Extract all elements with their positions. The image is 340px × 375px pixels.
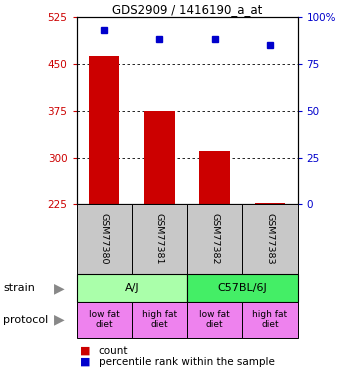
Text: protocol: protocol: [3, 315, 49, 325]
Text: ■: ■: [80, 357, 90, 367]
Bar: [89, 56, 119, 204]
Text: GSM77383: GSM77383: [266, 213, 274, 265]
Text: ▶: ▶: [54, 313, 65, 327]
Text: ▶: ▶: [54, 281, 65, 295]
Text: strain: strain: [3, 283, 35, 293]
Text: low fat
diet: low fat diet: [199, 310, 230, 329]
Text: high fat
diet: high fat diet: [142, 310, 177, 329]
Text: A/J: A/J: [124, 283, 139, 293]
Bar: [144, 111, 174, 204]
Text: low fat
diet: low fat diet: [89, 310, 119, 329]
Text: count: count: [99, 346, 128, 355]
Text: GSM77381: GSM77381: [155, 213, 164, 265]
Text: percentile rank within the sample: percentile rank within the sample: [99, 357, 274, 367]
Title: GDS2909 / 1416190_a_at: GDS2909 / 1416190_a_at: [112, 3, 262, 16]
Bar: [255, 202, 285, 204]
Text: GSM77380: GSM77380: [100, 213, 108, 265]
Bar: [200, 151, 230, 204]
Text: GSM77382: GSM77382: [210, 213, 219, 265]
Text: C57BL/6J: C57BL/6J: [217, 283, 267, 293]
Text: high fat
diet: high fat diet: [252, 310, 287, 329]
Text: ■: ■: [80, 346, 90, 355]
